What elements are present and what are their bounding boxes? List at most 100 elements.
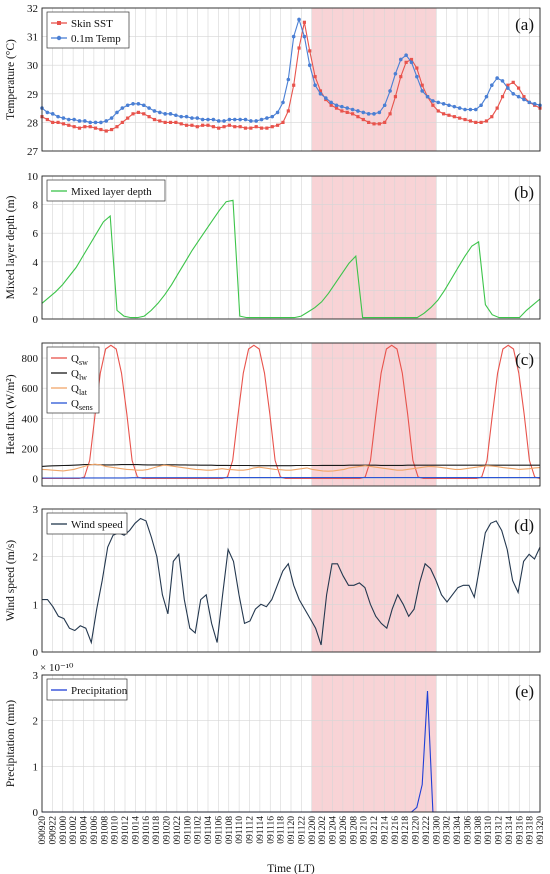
- y-axis-label: Wind speed (m/s): [5, 540, 17, 621]
- data-point: [66, 117, 71, 122]
- x-tick-label: 091022: [173, 816, 183, 845]
- data-point: [83, 119, 87, 123]
- data-point: [377, 110, 382, 115]
- data-point: [249, 119, 253, 123]
- data-point: [200, 117, 205, 122]
- series-line-d-0: [42, 517, 541, 646]
- data-point: [163, 120, 167, 124]
- data-point: [125, 103, 130, 108]
- data-point: [436, 100, 441, 105]
- data-point: [500, 95, 505, 99]
- x-tick-label: 091120: [287, 816, 297, 844]
- x-tick-label: 090920: [38, 816, 48, 845]
- x-tick-label: 091100: [183, 816, 193, 844]
- data-point: [409, 60, 414, 65]
- data-point: [109, 116, 114, 120]
- legend-label: Qlat: [71, 383, 88, 397]
- panel-label: (a): [515, 15, 534, 34]
- data-point: [506, 86, 510, 90]
- data-point: [72, 117, 76, 122]
- y-tick-label: 0: [33, 473, 39, 485]
- panel-label: (b): [514, 183, 534, 202]
- data-point: [377, 122, 381, 126]
- data-point: [179, 122, 183, 126]
- legend-marker: [56, 35, 62, 41]
- legend-marker: [57, 21, 61, 25]
- data-point: [511, 92, 516, 96]
- data-point: [104, 119, 109, 123]
- data-point: [243, 126, 248, 130]
- x-tick-label: 091312: [495, 816, 505, 845]
- data-point: [152, 117, 157, 122]
- data-point: [490, 115, 494, 119]
- panel-d: 0 1 2 3 Wind speed (m/s) (d) Wind speed: [5, 504, 541, 659]
- data-point: [318, 89, 323, 93]
- panel-a: 27 28 29 30 31 32 Temperature (°C) (a) Skin SST 0…: [5, 3, 542, 158]
- data-point: [318, 92, 323, 96]
- x-tick-label: 090922: [48, 816, 58, 845]
- data-point: [131, 102, 135, 106]
- data-point: [522, 97, 526, 102]
- data-point: [393, 95, 398, 99]
- data-point: [195, 116, 200, 120]
- data-point: [275, 110, 280, 115]
- legend-box: [46, 179, 166, 202]
- legend: Skin SST 0.1m Temp: [46, 11, 130, 49]
- data-point: [158, 119, 162, 123]
- data-point: [233, 125, 237, 129]
- x-tick-label: 091212: [370, 816, 380, 845]
- y-tick-label: 0: [33, 314, 39, 326]
- data-point: [367, 120, 371, 124]
- data-point: [468, 119, 472, 123]
- data-point: [361, 110, 366, 115]
- data-point: [474, 120, 478, 124]
- data-point: [276, 123, 280, 127]
- data-point: [222, 125, 226, 129]
- data-point: [93, 120, 98, 125]
- data-point: [415, 66, 419, 70]
- x-tick-label: 091104: [204, 816, 214, 844]
- data-point: [110, 127, 114, 132]
- plot-frame: [41, 7, 541, 152]
- x-tick-label: 091006: [90, 816, 100, 845]
- data-point: [463, 107, 467, 112]
- x-tick-label: 091208: [349, 816, 359, 845]
- data-point: [393, 71, 398, 76]
- data-point: [184, 114, 189, 119]
- data-point: [158, 110, 162, 115]
- x-tick-label: 091310: [484, 816, 494, 845]
- x-tick-label: 091218: [401, 816, 411, 845]
- data-point: [227, 117, 232, 122]
- data-point: [409, 57, 414, 62]
- data-point: [297, 46, 301, 50]
- x-tick-label: 091108: [225, 816, 235, 844]
- data-point: [270, 125, 274, 129]
- x-tick-label: 091116: [266, 816, 276, 844]
- data-point: [522, 95, 526, 99]
- data-point: [479, 103, 483, 108]
- data-point: [136, 110, 140, 114]
- data-point: [302, 34, 307, 39]
- series-line-c-2: [41, 463, 541, 472]
- data-point: [463, 117, 467, 122]
- data-point: [388, 112, 392, 116]
- data-point: [516, 86, 521, 90]
- data-point: [286, 77, 291, 82]
- data-point: [506, 83, 510, 87]
- x-tick-label: 091014: [131, 816, 141, 845]
- x-tick-label: 091202: [318, 816, 328, 845]
- data-point: [77, 126, 82, 130]
- data-point: [350, 112, 355, 116]
- x-tick-label: 091114: [256, 816, 266, 844]
- panel-c: 0 200 400 600 800 Heat flux (W/m²) (c) QswQlwQl…: [5, 342, 541, 487]
- y-axis-label: Mixed layer depth (m): [5, 195, 17, 299]
- plot-frame: [41, 508, 541, 653]
- data-point: [372, 122, 376, 126]
- data-point: [334, 106, 339, 110]
- data-point: [56, 120, 60, 124]
- x-tick-label: 091204: [329, 816, 339, 845]
- y-tick-label: 8: [33, 200, 39, 212]
- data-point: [211, 125, 215, 129]
- data-point: [404, 53, 408, 57]
- y-tick-label: 27: [27, 146, 39, 158]
